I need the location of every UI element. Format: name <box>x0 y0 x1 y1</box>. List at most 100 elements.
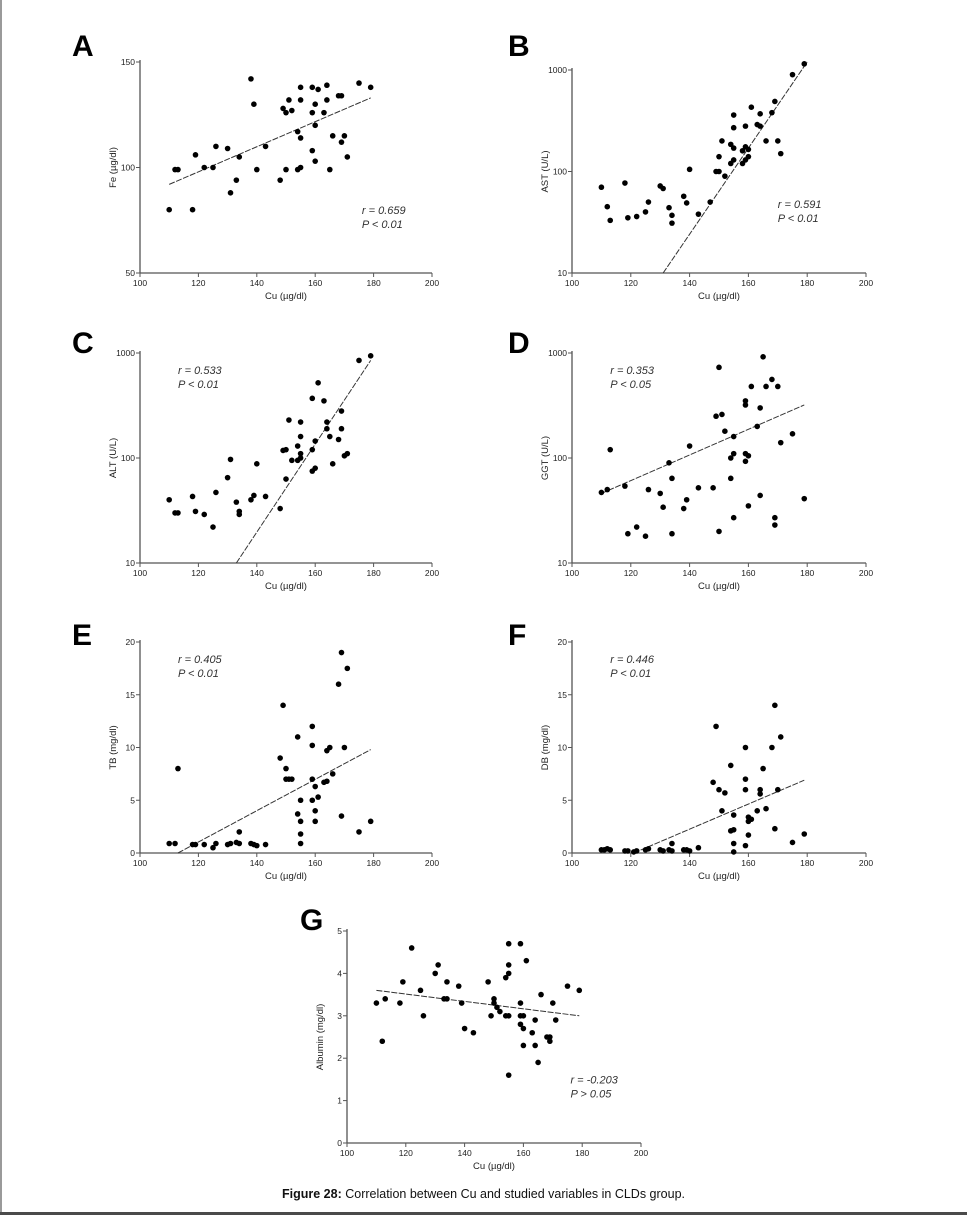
data-point <box>338 649 345 656</box>
panel-letter: A <box>72 30 94 63</box>
data-point <box>236 829 243 835</box>
data-point <box>283 109 289 116</box>
data-point <box>289 776 295 782</box>
data-point <box>710 485 716 491</box>
y-tick-label: 10 <box>558 268 568 278</box>
data-point <box>312 122 319 129</box>
data-point <box>444 979 450 985</box>
y-tick-label: 10 <box>126 743 136 753</box>
x-tick-label: 180 <box>367 568 381 578</box>
x-tick-label: 200 <box>634 1148 648 1158</box>
data-point <box>283 765 289 772</box>
y-tick-label: 0 <box>337 1138 342 1148</box>
data-point <box>757 786 763 793</box>
data-point <box>502 974 509 981</box>
data-point <box>338 139 345 145</box>
x-tick-label: 120 <box>624 278 638 288</box>
data-point <box>192 508 199 515</box>
data-point <box>213 840 219 847</box>
data-point <box>716 168 722 175</box>
data-point <box>309 723 316 730</box>
data-point <box>669 220 675 226</box>
data-point <box>236 511 243 518</box>
y-tick-label: 5 <box>130 795 135 805</box>
data-point <box>742 402 749 408</box>
data-point <box>576 987 583 994</box>
data-point <box>745 503 752 509</box>
x-tick-label: 200 <box>859 278 873 288</box>
panel-g: G 100 120 140 160 180 200 0 1 2 3 4 5 Cu (µg/dl) Album… <box>300 904 648 1172</box>
data-point <box>367 818 374 825</box>
x-tick-label: 180 <box>575 1148 589 1158</box>
data-point <box>713 723 719 730</box>
data-point <box>505 970 512 977</box>
y-axis-title: Fe (µg/dl) <box>108 147 119 188</box>
data-point <box>338 425 345 432</box>
data-point <box>297 450 304 457</box>
data-point <box>166 206 172 213</box>
data-point <box>327 166 333 173</box>
x-tick-label: 160 <box>516 1148 530 1158</box>
y-tick-label: 10 <box>126 558 136 568</box>
data-point <box>695 485 702 491</box>
data-point <box>227 456 234 463</box>
regression-line <box>662 61 808 274</box>
data-point <box>397 1000 403 1006</box>
data-point <box>742 842 749 849</box>
data-point <box>435 962 441 968</box>
data-point <box>315 380 321 386</box>
data-point <box>775 138 781 144</box>
data-point <box>420 1013 427 1019</box>
data-point <box>505 940 512 947</box>
data-point <box>505 1072 512 1078</box>
data-point <box>324 82 330 89</box>
y-axis-title: TB (mg/dl) <box>108 725 119 769</box>
data-point <box>253 842 260 849</box>
data-point <box>625 848 631 854</box>
data-point <box>730 157 737 163</box>
x-axis-title: Cu (µg/dl) <box>698 291 740 302</box>
data-point <box>748 816 755 823</box>
data-point <box>633 848 640 854</box>
data-point <box>517 940 524 947</box>
data-point <box>772 825 778 832</box>
data-point <box>710 779 716 786</box>
data-point <box>201 511 208 518</box>
x-tick-label: 100 <box>340 1148 354 1158</box>
data-point <box>444 996 450 1002</box>
y-tick-label: 15 <box>558 690 568 700</box>
x-axis-title: Cu (µg/dl) <box>473 1161 515 1172</box>
x-tick-label: 140 <box>250 858 264 868</box>
data-point <box>338 92 345 99</box>
data-point <box>622 180 628 186</box>
data-point <box>716 528 722 535</box>
data-point <box>722 790 728 796</box>
data-point <box>277 755 283 761</box>
correlation-r: r = 0.405 <box>178 654 223 666</box>
data-point <box>315 86 321 93</box>
data-point <box>470 1029 477 1036</box>
data-point <box>686 166 693 173</box>
data-point <box>224 474 231 481</box>
data-point <box>680 193 687 200</box>
y-tick-label: 100 <box>553 167 567 177</box>
x-tick-label: 180 <box>800 858 814 868</box>
data-point <box>757 111 763 117</box>
y-tick-label: 2 <box>337 1053 342 1063</box>
data-point <box>716 153 722 160</box>
p-value: P < 0.01 <box>362 219 403 231</box>
x-tick-label: 100 <box>565 858 579 868</box>
x-tick-label: 100 <box>133 278 147 288</box>
y-tick-label: 20 <box>558 637 568 647</box>
panel-letter: E <box>72 619 92 652</box>
data-point <box>642 209 649 215</box>
p-value: P < 0.01 <box>178 668 219 680</box>
data-point <box>213 143 219 150</box>
data-point <box>645 845 652 852</box>
data-point <box>189 493 196 500</box>
x-tick-label: 200 <box>425 858 439 868</box>
data-point <box>327 433 333 440</box>
data-point <box>488 1013 494 1019</box>
